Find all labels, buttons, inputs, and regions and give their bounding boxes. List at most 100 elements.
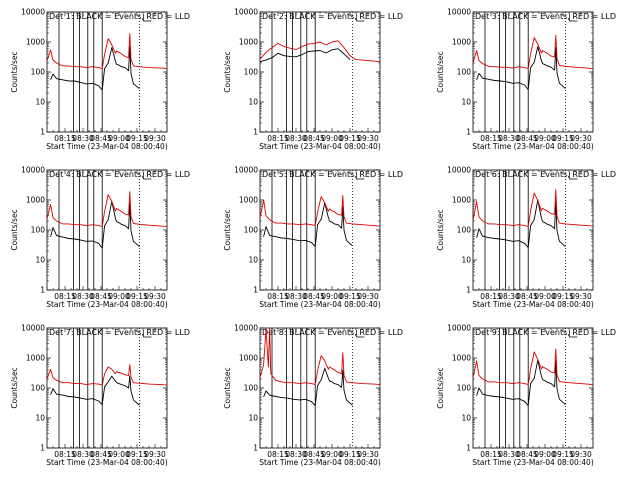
y-tick-label: 10 [248, 256, 258, 265]
x-axis-label: Start Time (23-Mar-04 08:00:40) [259, 142, 381, 151]
y-tick-label: 100 [31, 384, 46, 393]
series-events-line [263, 367, 353, 407]
x-tick-label: 08:15 [54, 134, 76, 143]
x-tick-label: 08:45 [90, 450, 112, 459]
x-tick-label: 08:45 [516, 134, 538, 143]
y-tick-label: 1000 [239, 354, 258, 363]
series-lld-line [46, 191, 168, 228]
y-tick-label: 100 [244, 384, 259, 393]
detector-panel-7: Det 7: BLACK = Events, RED = LLD 1 10 100 10… [10, 324, 190, 468]
y-tick-label: 10000 [447, 166, 471, 175]
y-tick-label: 100 [244, 226, 259, 235]
series-events-line [476, 199, 566, 249]
x-tick-label: 08:30 [498, 292, 520, 301]
y-tick-label: 1000 [239, 196, 258, 205]
x-tick-label: 08:45 [516, 292, 538, 301]
x-tick-label: 09:30 [144, 134, 166, 143]
x-tick-label: 09:00 [108, 450, 130, 459]
panel-title: Det 4: BLACK = Events, RED = LLD [49, 170, 190, 179]
plot-frame [472, 11, 594, 133]
detector-panel-8: Det 8: BLACK = Events, RED = LLD 1 10 100 10… [223, 324, 403, 468]
y-tick-label: 1000 [239, 38, 258, 47]
x-tick-label: 09:30 [144, 292, 166, 301]
series-events-line [50, 200, 140, 249]
x-tick-label: 08:45 [90, 292, 112, 301]
y-tick-label: 10 [248, 98, 258, 107]
plot-frame [472, 327, 594, 449]
y-axis-label: Counts/sec [10, 367, 19, 408]
y-tick-label: 10 [461, 256, 471, 265]
y-axis-label: Counts/sec [10, 51, 19, 92]
y-tick-label: 10 [35, 256, 45, 265]
y-axis-label: Counts/sec [223, 209, 232, 250]
y-tick-label: 100 [457, 226, 472, 235]
x-axis-label: Start Time (23-Mar-04 08:00:40) [259, 300, 381, 309]
y-tick-label: 1 [40, 128, 45, 137]
detector-panel-3: Det 3: BLACK = Events, RED = LLD 1 10 100 10… [436, 8, 616, 152]
x-tick-label: 08:15 [480, 292, 502, 301]
x-tick-label: 09:30 [357, 292, 379, 301]
plot-frame [472, 169, 594, 291]
y-tick-label: 1000 [452, 354, 471, 363]
x-tick-label: 08:30 [285, 134, 307, 143]
x-tick-label: 09:00 [534, 134, 556, 143]
x-tick-label: 09:15 [126, 134, 148, 143]
detector-panel-5: Det 5: BLACK = Events, RED = LLD 1 10 100 10… [223, 166, 403, 310]
plot-frame [46, 169, 168, 291]
series-lld-line [46, 364, 168, 386]
x-tick-label: 08:30 [498, 134, 520, 143]
series-lld-line [472, 34, 594, 70]
x-tick-label: 09:00 [108, 292, 130, 301]
x-tick-label: 08:30 [72, 292, 94, 301]
series-events-line [259, 48, 351, 63]
x-tick-label: 08:45 [303, 450, 325, 459]
x-tick-label: 09:00 [321, 292, 343, 301]
x-axis-label: Start Time (23-Mar-04 08:00:40) [472, 458, 594, 467]
panel-title: Det 1: BLACK = Events, RED = LLD [49, 12, 190, 21]
detector-panel-9: Det 9: BLACK = Events, RED = LLD 1 10 100 10… [436, 324, 616, 468]
y-tick-label: 1 [466, 128, 471, 137]
y-tick-label: 10 [461, 98, 471, 107]
y-tick-label: 1 [466, 444, 471, 453]
x-tick-label: 09:15 [339, 450, 361, 459]
x-tick-label: 09:15 [552, 292, 574, 301]
y-tick-label: 10000 [234, 166, 258, 175]
y-tick-label: 10 [248, 414, 258, 423]
y-tick-label: 10 [461, 414, 471, 423]
detector-panel-1: Det 1: BLACK = Events, RED = LLD 1 10 100 10… [10, 8, 190, 152]
series-lld-line [259, 195, 381, 227]
y-axis-label: Counts/sec [436, 367, 445, 408]
x-tick-label: 09:30 [570, 134, 592, 143]
y-tick-label: 10000 [21, 8, 45, 17]
x-tick-label: 09:00 [321, 450, 343, 459]
panel-title: Det 3: BLACK = Events, RED = LLD [475, 12, 616, 21]
y-tick-label: 100 [31, 68, 46, 77]
range-bracket-icon [143, 330, 152, 338]
x-tick-label: 08:45 [90, 134, 112, 143]
series-lld-line [46, 33, 168, 70]
x-tick-label: 08:30 [498, 450, 520, 459]
series-events-line [476, 46, 566, 91]
y-tick-label: 1 [466, 286, 471, 295]
detector-panel-2: Det 2: BLACK = Events, RED = LLD 1 10 100 10… [223, 8, 403, 152]
panel-title: Det 2: BLACK = Events, RED = LLD [262, 12, 403, 21]
panel-title: Det 6: BLACK = Events, RED = LLD [475, 170, 616, 179]
y-tick-label: 1000 [452, 196, 471, 205]
range-bracket-icon [356, 172, 365, 180]
x-tick-label: 09:15 [552, 134, 574, 143]
panel-title: Det 7: BLACK = Events, RED = LLD [49, 328, 190, 337]
y-tick-label: 10000 [447, 324, 471, 333]
x-tick-label: 08:30 [72, 450, 94, 459]
y-tick-label: 1 [40, 286, 45, 295]
x-tick-label: 08:30 [285, 292, 307, 301]
x-tick-label: 09:15 [126, 450, 148, 459]
x-tick-label: 08:15 [54, 292, 76, 301]
y-tick-label: 10000 [21, 166, 45, 175]
x-tick-label: 08:15 [480, 134, 502, 143]
y-axis-label: Counts/sec [10, 209, 19, 250]
range-bracket-icon [143, 14, 152, 22]
x-tick-label: 08:30 [285, 450, 307, 459]
y-tick-label: 1000 [452, 38, 471, 47]
range-bracket-icon [143, 172, 152, 180]
